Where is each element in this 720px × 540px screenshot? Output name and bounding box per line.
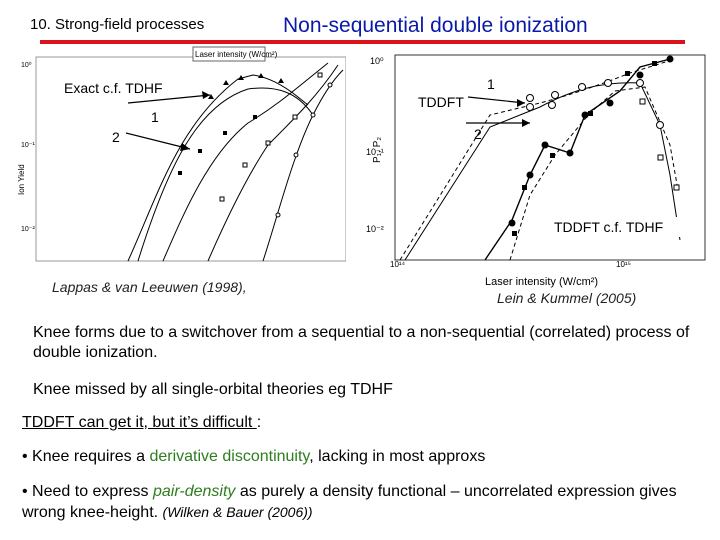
right-xlabel: Laser intensity (W/cm²): [485, 276, 598, 288]
left-plot-title-box: [192, 46, 266, 62]
slide-title: Non-sequential double ionization: [283, 14, 588, 37]
left-annot-exact: Exact c.f. TDHF: [64, 80, 163, 96]
bullet1-prefix: • Knee requires a: [22, 448, 150, 465]
left-curve-1-solid: [127, 74, 309, 262]
left-curve-2-solid: [162, 62, 329, 262]
title-rule: [40, 40, 685, 44]
left-arrow-1: [127, 94, 211, 104]
tddft-statement: TDDFT can get it, but it’s difficult :: [22, 414, 261, 432]
left-ion-yield-plot: Laser intensity (W/cm²) 10⁰ 10⁻¹ 10⁻² Io…: [17, 46, 346, 262]
right-p1-p2-plot: 10⁰ 10⁻¹ 10⁻² P₁, P₂ 10¹⁴ 10¹⁵ Laser int…: [366, 54, 706, 288]
left-ylabel: Ion Yield: [17, 164, 26, 195]
bullet2-citation: (Wilken & Bauer (2006)): [162, 504, 313, 520]
left-open-markers: [219, 72, 333, 218]
right-plot-citation: Lein & Kummel (2005): [497, 290, 637, 306]
bullet1-suffix: , lacking in most approxs: [309, 448, 486, 465]
right-ylabel: P₁, P₂: [372, 137, 383, 163]
left-markers: [178, 73, 284, 175]
tddft-statement-underlined: TDDFT can get it, but it’s difficult: [22, 414, 257, 431]
left-annot-bg: [58, 77, 188, 99]
right-xtick-1: 10¹⁵: [616, 260, 631, 269]
left-annot-2: 2: [112, 129, 120, 145]
knee-missed-statement: Knee missed by all single-orbital theori…: [33, 381, 393, 398]
bullet2-middle: as purely a density functional – uncorre…: [22, 483, 677, 521]
section-label: 10. Strong-field processes: [30, 16, 205, 33]
bullet2-highlight: pair-density: [153, 483, 236, 500]
bullet-derivative-discontinuity: • Knee requires a derivative discontinui…: [22, 448, 485, 466]
right-annot-tddft: TDDFT: [418, 94, 464, 110]
left-ytick-0: 10⁰: [21, 61, 32, 69]
tddft-statement-colon: :: [256, 414, 262, 431]
right-annot-1: 1: [487, 76, 495, 92]
left-ytick-2: 10⁻²: [21, 226, 35, 233]
bullet-pair-density: • Need to express pair-density as purely…: [22, 481, 702, 523]
right-open-circles: [526, 79, 664, 129]
left-annot-1: 1: [151, 109, 159, 125]
right-annot-bg: [550, 217, 688, 237]
left-plot-title: Laser intensity (W/cm²): [195, 50, 278, 59]
right-open-squares: [639, 98, 680, 191]
right-filled-circles: [508, 55, 674, 227]
right-filled-squares: [512, 61, 657, 236]
left-curve-1-dashed: [137, 87, 314, 262]
right-ytick-0: 10⁰: [370, 56, 384, 66]
right-annot-2: 2: [474, 126, 482, 142]
right-ytick-1: 10⁻¹: [366, 147, 384, 157]
right-annot-cf: TDDFT c.f. TDHF: [554, 219, 663, 235]
right-ytick-2: 10⁻²: [366, 224, 384, 234]
left-ytick-1: 10⁻¹: [21, 142, 35, 149]
right-arrow-1: [467, 96, 526, 104]
left-plot-citation: Lappas & van Leeuwen (1998),: [52, 279, 247, 295]
knee-explanation: Knee forms due to a switchover from a se…: [33, 324, 690, 361]
bullet1-highlight: derivative discontinuity: [149, 448, 310, 465]
left-arrow-2: [125, 132, 191, 150]
right-xtick-0: 10¹⁴: [390, 260, 406, 269]
bullet2-prefix: • Need to express: [22, 483, 153, 500]
